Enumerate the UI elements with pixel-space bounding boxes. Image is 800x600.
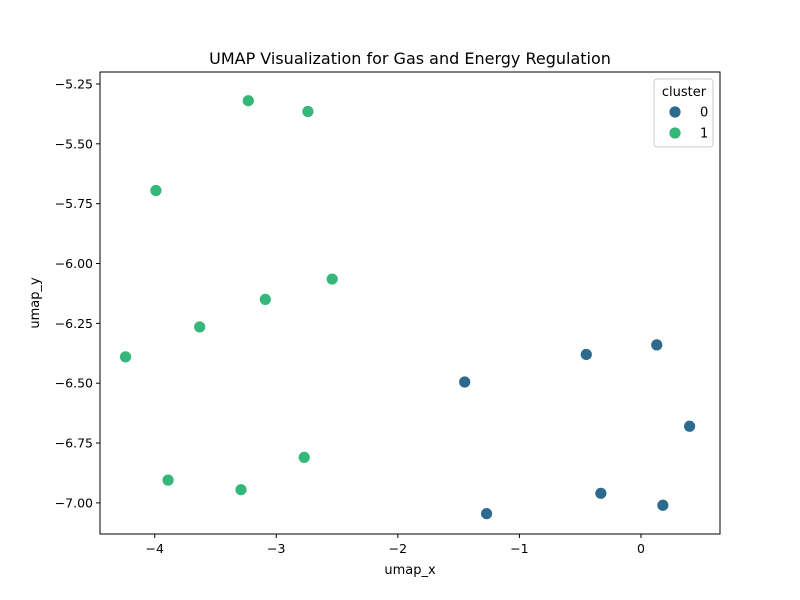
legend-box — [653, 78, 714, 148]
y-tick-label: −7.00 — [55, 495, 93, 510]
data-point-cluster-1 — [149, 184, 163, 197]
data-point-cluster-0 — [650, 338, 664, 352]
x-tick-label: 0 — [637, 541, 645, 556]
x-axis: −4 −3 −2 −1 0 — [145, 534, 645, 556]
legend-title: cluster — [662, 85, 707, 100]
data-point-cluster-0 — [594, 486, 608, 500]
legend-marker-1 — [668, 126, 682, 140]
y-tick-label: −6.75 — [55, 436, 93, 451]
y-tick-label: −5.25 — [55, 76, 93, 91]
y-tick-label: −6.25 — [55, 316, 93, 331]
chart-title: UMAP Visualization for Gas and Energy Re… — [209, 49, 611, 68]
legend-label-1: 1 — [700, 127, 708, 142]
data-point-cluster-0 — [458, 375, 472, 389]
points-layer — [119, 94, 697, 521]
x-tick-label: −2 — [389, 541, 407, 556]
data-point-cluster-1 — [258, 293, 272, 306]
y-tick-label: −5.75 — [55, 196, 93, 211]
data-point-cluster-1 — [234, 483, 248, 497]
y-axis-label: umap_y — [28, 277, 43, 329]
plot-area-frame — [99, 71, 721, 535]
data-point-cluster-0 — [683, 419, 697, 433]
data-point-cluster-1 — [161, 473, 175, 487]
data-point-cluster-0 — [480, 507, 493, 521]
data-point-cluster-1 — [297, 450, 311, 464]
x-tick-label: −1 — [510, 541, 528, 556]
data-point-cluster-1 — [301, 105, 315, 118]
legend-marker-0 — [668, 105, 682, 119]
y-tick-label: −6.00 — [55, 256, 93, 271]
legend: cluster 0 1 — [653, 78, 714, 148]
y-tick-label: −6.50 — [55, 376, 93, 391]
data-point-cluster-1 — [193, 320, 207, 334]
legend-label-0: 0 — [700, 106, 708, 121]
data-point-cluster-0 — [656, 498, 670, 512]
x-tick-label: −4 — [145, 541, 163, 556]
data-point-cluster-1 — [119, 350, 132, 364]
data-point-cluster-1 — [325, 272, 339, 286]
y-tick-label: −5.50 — [55, 136, 93, 151]
x-tick-label: −3 — [267, 541, 285, 556]
y-axis: −7.00 −6.75 −6.50 −6.25 −6.00 −5.75 −5.50 −5.25 — [55, 76, 100, 510]
x-axis-label: umap_x — [384, 563, 436, 578]
data-point-cluster-0 — [579, 348, 593, 361]
data-point-cluster-1 — [241, 94, 255, 108]
